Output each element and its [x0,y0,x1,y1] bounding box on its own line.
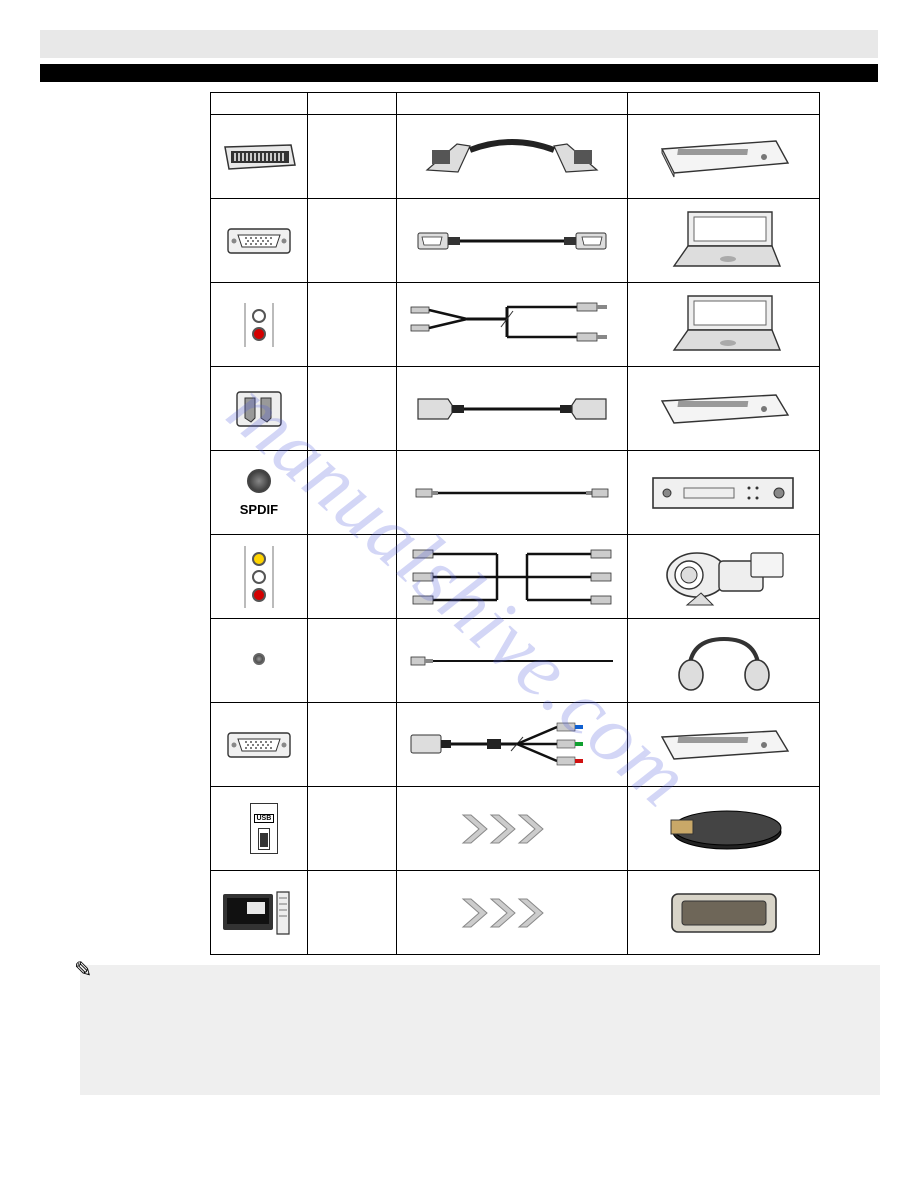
table-row [211,283,820,367]
chevrons-icon [457,809,567,849]
cable-vga [396,199,628,283]
device-laptop-2 [628,283,820,367]
headphones-icon [669,629,779,693]
col-type [307,93,396,115]
coax-cable-icon [412,481,612,505]
note-box: ✎ [80,965,880,1095]
usb-drive-icon [659,804,789,854]
connector-ypbpr [211,703,308,787]
page: manualshive.com [0,0,918,1188]
connections-table: SPDIF [210,92,820,955]
type-ci [307,871,396,955]
table-row: USB [211,787,820,871]
hdmi-cable-icon [412,389,612,429]
table-row [211,871,820,955]
usb-port-icon: USB [240,803,279,854]
device-camcorder [628,535,820,619]
dvd-player-icon [654,725,794,765]
type-av [307,535,396,619]
cable-usb [396,787,628,871]
col-connector [211,93,308,115]
dvd-player-icon [654,389,794,429]
vga-port-icon [226,225,292,257]
col-cable [396,93,628,115]
vga-cable-icon [412,223,612,259]
device-dvd-3 [628,703,820,787]
connector-av [211,535,308,619]
device-dvd-1 [628,115,820,199]
laptop-icon [664,208,784,274]
table-row [211,199,820,283]
headphone-jack-icon [253,653,265,665]
table-row [211,703,820,787]
connector-headphone [211,619,308,703]
device-laptop-1 [628,199,820,283]
table-row [211,535,820,619]
vga-port-icon [226,729,292,761]
table-row [211,367,820,451]
connector-hdmi [211,367,308,451]
connector-ci [211,871,308,955]
connections-table-wrapper: SPDIF [210,92,820,955]
hdmi-port-icon [233,388,285,430]
rca-ywr-icon [244,546,274,608]
type-hdmi [307,367,396,451]
scart-cable-icon [422,132,602,182]
table-row [211,115,820,199]
device-dvd-2 [628,367,820,451]
ypbpr-cable-icon [407,717,617,773]
device-headphones [628,619,820,703]
ci-slot-icon [219,888,299,938]
type-ypbpr [307,703,396,787]
type-pc-audio [307,283,396,367]
cable-pc-audio [396,283,628,367]
laptop-icon [664,292,784,358]
header-black-bar [40,64,878,82]
dvd-player-icon [654,135,794,179]
col-device [628,93,820,115]
type-spdif [307,451,396,535]
note-pencil-icon: ✎ [74,957,92,983]
type-scart [307,115,396,199]
type-vga [307,199,396,283]
device-amp [628,451,820,535]
cable-hdmi [396,367,628,451]
connector-vga [211,199,308,283]
device-usb-drive [628,787,820,871]
headphone-cable-icon [407,649,617,673]
connector-usb: USB [211,787,308,871]
cable-headphone [396,619,628,703]
spdif-label: SPDIF [215,502,303,517]
table-row: SPDIF [211,451,820,535]
cable-av [396,535,628,619]
scart-port-icon [221,141,297,173]
table-header-row [211,93,820,115]
rca-white-red-icon [244,303,274,347]
table-body: SPDIF [211,115,820,955]
connector-pc-audio [211,283,308,367]
rca3-cable-icon [407,542,617,612]
connector-scart [211,115,308,199]
chevrons-icon [457,893,567,933]
ci-card-icon [664,886,784,940]
type-headphone [307,619,396,703]
table-row [211,619,820,703]
amplifier-icon [649,470,799,516]
header-gray-bar [40,30,878,58]
cable-ci [396,871,628,955]
cable-spdif [396,451,628,535]
type-usb [307,787,396,871]
cable-scart [396,115,628,199]
connector-spdif: SPDIF [211,451,308,535]
device-ci-card [628,871,820,955]
camcorder-icon [659,541,789,613]
spdif-jack-icon [247,469,271,493]
rca-y-cable-icon [407,295,617,355]
usb-label: USB [254,814,275,823]
cable-ypbpr [396,703,628,787]
